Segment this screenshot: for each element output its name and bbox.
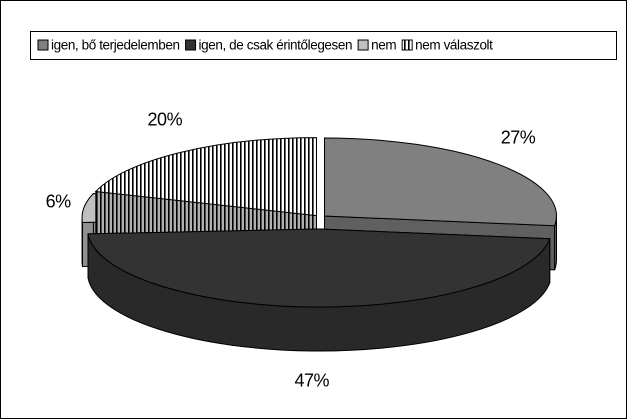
legend-label: nem bbox=[371, 38, 396, 53]
legend-label: igen, de csak érintőlegesen bbox=[199, 38, 353, 53]
legend-swatch bbox=[185, 39, 197, 51]
legend-label: igen, bő terjedelemben bbox=[51, 38, 180, 53]
legend-label: nem válaszolt bbox=[415, 38, 493, 53]
slice bbox=[87, 228, 551, 308]
value-label: 20% bbox=[148, 110, 183, 130]
slice bbox=[324, 137, 557, 227]
slice bbox=[94, 137, 317, 217]
value-label: 6% bbox=[46, 192, 72, 212]
legend-swatch bbox=[401, 39, 413, 51]
legend-swatch bbox=[357, 39, 369, 51]
value-label: 27% bbox=[501, 127, 536, 147]
legend-swatch bbox=[37, 39, 49, 51]
value-label: 47% bbox=[294, 371, 329, 391]
legend-frame bbox=[30, 31, 617, 60]
